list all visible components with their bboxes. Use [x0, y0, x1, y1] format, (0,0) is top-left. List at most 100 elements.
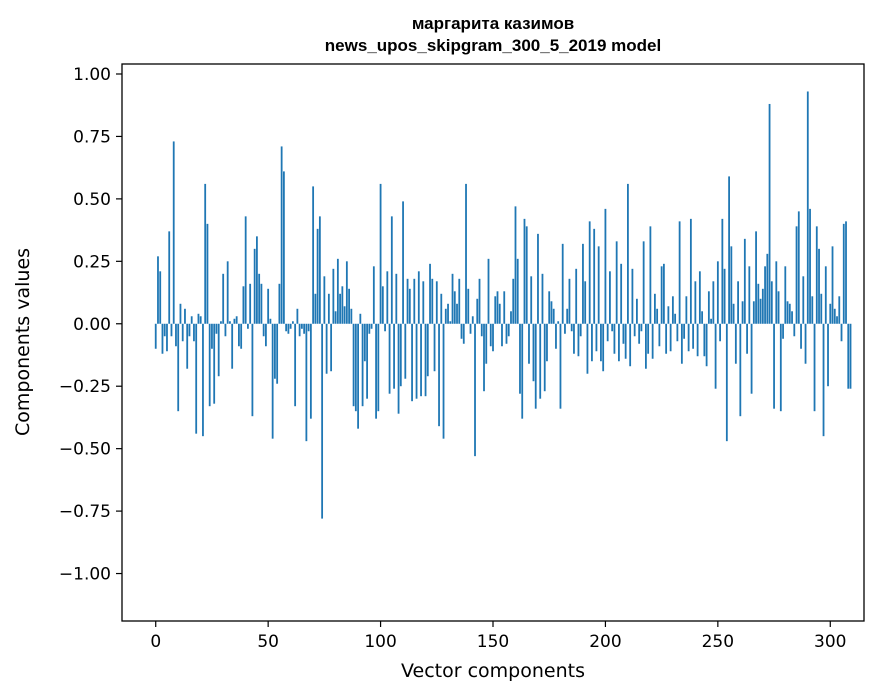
bar-236 — [685, 296, 688, 324]
bar-254 — [725, 323, 728, 442]
bar-119 — [422, 281, 425, 324]
bar-308 — [847, 323, 850, 389]
bar-123 — [431, 278, 434, 324]
bar-7 — [170, 323, 173, 337]
bar-162 — [519, 323, 521, 394]
bar-187 — [575, 268, 578, 324]
bar-122 — [429, 263, 431, 324]
bar-259 — [737, 281, 739, 324]
x-axis-label: Vector components — [401, 660, 585, 682]
bar-45 — [256, 236, 258, 324]
bar-112 — [406, 278, 409, 324]
bar-277 — [777, 291, 780, 324]
bar-304 — [838, 296, 841, 324]
bar-79 — [332, 268, 335, 324]
bar-234 — [680, 323, 683, 364]
bar-247 — [710, 318, 712, 324]
bar-175 — [548, 291, 551, 324]
bar-110 — [402, 201, 404, 324]
bar-223 — [656, 308, 659, 324]
bar-286 — [797, 211, 800, 324]
bar-29 — [220, 321, 222, 324]
bar-66 — [303, 323, 306, 334]
bar-255 — [728, 176, 730, 324]
bar-91 — [359, 313, 362, 324]
bar-272 — [766, 253, 769, 324]
bar-260 — [739, 323, 742, 417]
bar-307 — [845, 221, 847, 324]
bar-174 — [546, 323, 548, 362]
bar-102 — [384, 323, 386, 332]
bar-52 — [271, 323, 274, 439]
bar-210 — [627, 183, 629, 324]
bar-41 — [247, 323, 249, 329]
bar-169 — [534, 323, 537, 409]
bar-201 — [606, 323, 609, 342]
bar-97 — [372, 266, 375, 324]
bar-192 — [586, 323, 589, 374]
bar-81 — [336, 258, 339, 324]
bar-85 — [345, 261, 348, 324]
bar-263 — [746, 323, 748, 354]
bar-26 — [213, 323, 216, 404]
bar-193 — [588, 221, 591, 324]
x-tick-label-100: 100 — [364, 632, 396, 652]
bar-227 — [665, 323, 668, 354]
bar-292 — [811, 296, 814, 324]
bar-121 — [426, 323, 429, 377]
bar-82 — [339, 293, 341, 324]
bar-56 — [280, 146, 283, 324]
bar-150 — [492, 323, 494, 352]
bar-101 — [381, 286, 384, 324]
bar-0 — [154, 323, 157, 349]
x-tick-label-300: 300 — [814, 632, 846, 652]
bar-34 — [231, 323, 234, 369]
bar-181 — [561, 243, 564, 324]
y-tick-label-6: −0.50 — [59, 440, 111, 460]
bar-124 — [433, 323, 436, 372]
bar-33 — [229, 321, 231, 324]
bar-252 — [721, 218, 724, 324]
bar-161 — [516, 258, 519, 324]
bar-10 — [177, 323, 180, 412]
bar-21 — [202, 323, 204, 437]
bar-146 — [483, 323, 485, 392]
bar-157 — [507, 323, 510, 337]
bar-74 — [321, 323, 324, 519]
y-tick-label-2: 0.50 — [73, 190, 111, 210]
bar-64 — [298, 323, 301, 337]
x-tick-label-0: 0 — [150, 632, 161, 652]
y-tick-label-4: 0.00 — [73, 315, 111, 335]
y-axis: 1.00 0.75 0.50 0.25 0.00 −0.25 −0.50 −0.75 −1.00 — [59, 65, 122, 585]
bar-13 — [184, 308, 186, 324]
bar-165 — [525, 226, 528, 324]
bar-211 — [629, 323, 632, 367]
y-tick-label-3: 0.25 — [73, 252, 111, 272]
bar-32 — [226, 261, 229, 324]
bar-280 — [784, 266, 787, 324]
bar-296 — [820, 293, 823, 324]
bar-120 — [424, 323, 427, 397]
bar-213 — [633, 323, 636, 337]
bar-205 — [615, 241, 618, 324]
bar-49 — [265, 323, 267, 347]
bar-114 — [411, 323, 413, 402]
bar-194 — [591, 323, 593, 362]
bar-224 — [658, 323, 661, 347]
bar-283 — [791, 311, 793, 324]
bar-126 — [438, 323, 440, 427]
bar-50 — [267, 288, 270, 324]
bar-268 — [757, 283, 760, 324]
bar-137 — [462, 323, 465, 344]
bar-73 — [318, 216, 321, 324]
bar-109 — [399, 323, 402, 387]
bar-60 — [289, 323, 292, 329]
bar-265 — [750, 323, 753, 394]
bar-39 — [242, 286, 245, 324]
bar-262 — [743, 238, 746, 324]
bar-17 — [193, 323, 195, 342]
bar-288 — [802, 276, 805, 324]
bar-241 — [696, 323, 699, 357]
bar-195 — [593, 228, 596, 324]
bar-80 — [334, 311, 337, 324]
